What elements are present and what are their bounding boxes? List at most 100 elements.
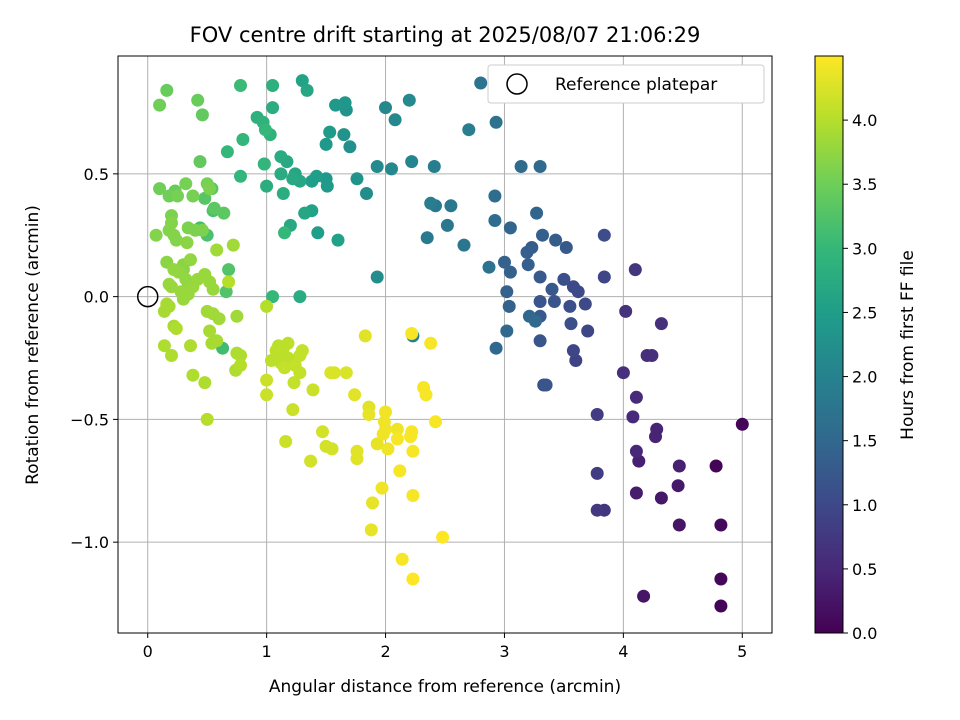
y-axis-ticks: 0.5 0.0 −0.5 −1.0 — [70, 165, 118, 552]
data-point — [160, 297, 174, 311]
data-point — [569, 354, 583, 367]
data-point — [370, 270, 384, 284]
data-point — [429, 415, 442, 429]
data-point — [186, 189, 200, 203]
data-point — [405, 155, 419, 169]
data-point — [650, 422, 664, 436]
data-point — [287, 376, 301, 390]
data-point — [420, 231, 434, 245]
data-point — [149, 228, 163, 242]
data-point — [230, 309, 244, 323]
data-point — [286, 403, 300, 417]
data-point — [153, 98, 167, 112]
data-point — [672, 518, 686, 532]
data-point — [169, 233, 183, 247]
data-point — [370, 437, 384, 451]
data-point — [210, 243, 224, 257]
data-point — [489, 115, 503, 129]
data-point — [628, 263, 642, 277]
data-point — [193, 155, 207, 169]
data-point — [364, 523, 378, 537]
data-point — [350, 452, 364, 466]
data-point — [310, 169, 324, 183]
data-point — [293, 290, 307, 304]
data-point — [298, 206, 312, 220]
data-point — [212, 312, 226, 326]
colorbar-tick-label: 3.0 — [852, 239, 877, 258]
data-point — [709, 459, 723, 473]
colorbar-tick-label: 0.5 — [852, 560, 877, 579]
data-point — [370, 160, 384, 173]
data-point — [436, 530, 450, 544]
data-point — [343, 140, 357, 154]
colorbar-tick-label: 2.5 — [852, 303, 877, 322]
colorbar-ticks: 0.0 0.5 1.0 1.5 2.0 2.5 3.0 3.5 4.0 — [843, 111, 877, 643]
grid — [118, 56, 772, 633]
data-point — [626, 410, 640, 424]
x-tick-label: 4 — [618, 642, 628, 661]
data-point — [503, 265, 517, 279]
data-point — [379, 405, 392, 419]
data-point — [581, 324, 595, 338]
data-point — [165, 349, 178, 362]
data-point — [348, 388, 362, 402]
data-point — [457, 238, 471, 252]
data-point — [286, 172, 300, 186]
data-point — [547, 295, 561, 308]
data-point — [186, 368, 200, 382]
data-point — [260, 388, 274, 402]
data-point — [329, 98, 343, 112]
y-axis-label: Rotation from reference (arcmin) — [23, 205, 43, 485]
data-point — [488, 214, 502, 227]
data-point — [533, 160, 547, 173]
data-point — [278, 226, 291, 240]
data-point — [528, 314, 542, 328]
data-point — [549, 233, 563, 247]
data-point — [266, 290, 280, 304]
data-point — [637, 589, 651, 603]
data-point — [316, 425, 329, 439]
data-point — [260, 299, 274, 313]
y-tick-label: 0.0 — [84, 288, 109, 307]
data-point — [157, 339, 171, 353]
data-point — [162, 223, 176, 237]
data-point — [735, 417, 749, 431]
data-point — [276, 187, 290, 200]
data-point — [629, 486, 643, 500]
data-point — [539, 378, 553, 392]
plot-frame — [117, 55, 773, 634]
data-point — [564, 317, 578, 331]
data-point — [171, 189, 184, 203]
data-point — [406, 572, 420, 586]
data-point — [619, 304, 633, 318]
colorbar-tick-label: 2.0 — [852, 368, 877, 387]
data-point — [533, 270, 547, 284]
data-point — [388, 113, 402, 127]
data-point — [520, 245, 534, 259]
data-point — [590, 408, 604, 421]
data-point — [590, 503, 604, 517]
data-point — [424, 196, 438, 210]
data-point — [323, 125, 337, 139]
data-point — [306, 383, 320, 397]
chart-title: FOV centre drift starting at 2025/08/07 … — [190, 23, 701, 47]
data-point — [234, 79, 247, 92]
data-point — [304, 454, 318, 468]
data-point — [160, 83, 174, 97]
data-point — [260, 373, 274, 387]
data-point — [440, 218, 454, 232]
data-point — [266, 79, 280, 92]
data-point — [597, 228, 611, 242]
data-point — [234, 169, 247, 183]
colorbar-tick-label: 4.0 — [852, 111, 877, 130]
data-point — [325, 442, 339, 456]
data-point — [358, 329, 372, 343]
legend-box — [487, 64, 765, 104]
data-point — [203, 324, 217, 338]
x-axis-ticks: 0 1 2 3 4 5 — [143, 633, 747, 661]
x-tick-label: 1 — [262, 642, 272, 661]
x-tick-label: 5 — [737, 642, 747, 661]
data-point — [629, 390, 643, 404]
data-point — [500, 285, 514, 299]
reference-platepar-marker — [136, 285, 159, 308]
